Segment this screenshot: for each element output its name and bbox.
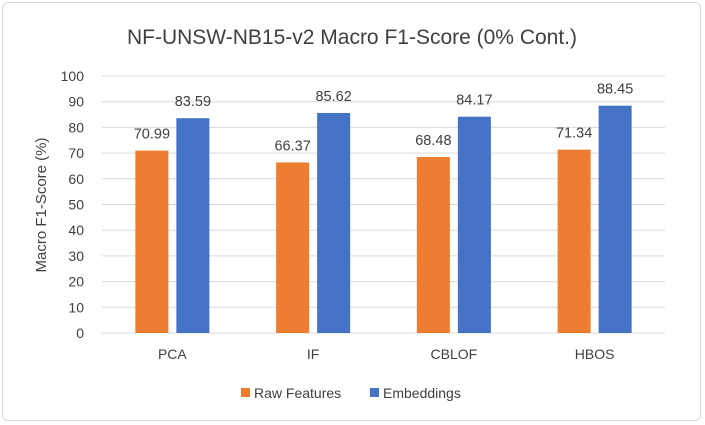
data-label: 88.45 [597,82,633,98]
data-label: 83.59 [175,94,211,110]
legend-swatch [370,388,379,397]
data-label: 68.48 [415,133,451,149]
bar-embeddings [317,112,351,333]
bar-raw-features [557,149,591,333]
y-tick-label: 80 [68,119,84,135]
bar-embeddings [457,116,491,333]
y-tick-label: 50 [68,197,84,213]
bar-raw-features [416,157,450,333]
legend-label: Embeddings [383,385,461,401]
data-label: 70.99 [134,127,170,143]
y-tick-label: 60 [68,171,84,187]
bars [135,105,632,333]
y-tick-label: 30 [68,248,84,264]
category-label: CBLOF [431,346,478,362]
data-label: 71.34 [556,126,592,142]
y-tick-label: 70 [68,145,84,161]
y-tick-label: 40 [68,222,84,238]
y-tick-label: 100 [61,68,85,84]
legend: Raw Features Embeddings [241,385,461,401]
chart-title: NF-UNSW-NB15-v2 Macro F1-Score (0% Cont.… [127,26,577,49]
legend-label: Raw Features [254,385,341,401]
data-labels: 70.99 83.59 66.37 85.62 68.48 84.17 71.34 88.45 [134,82,634,155]
legend-swatch [241,388,250,397]
bar-embeddings [598,105,632,333]
bar-embeddings [176,118,210,333]
data-label: 66.37 [274,138,310,154]
bar-raw-features [135,150,169,333]
y-tick-label: 90 [68,94,84,110]
category-labels: PCA IF CBLOF HBOS [158,346,614,362]
y-axis-title: Macro F1-Score (%) [33,137,50,272]
data-label: 85.62 [315,89,351,105]
y-tick-label: 20 [68,274,84,290]
data-label: 84.17 [456,93,492,109]
category-label: HBOS [575,346,615,362]
y-tick-label: 10 [68,299,84,315]
y-tick-labels: 0 10 20 30 40 50 60 70 80 90 100 [61,68,85,341]
y-tick-label: 0 [76,325,84,341]
category-label: IF [307,346,319,362]
bar-raw-features [276,162,310,333]
category-label: PCA [158,346,187,362]
